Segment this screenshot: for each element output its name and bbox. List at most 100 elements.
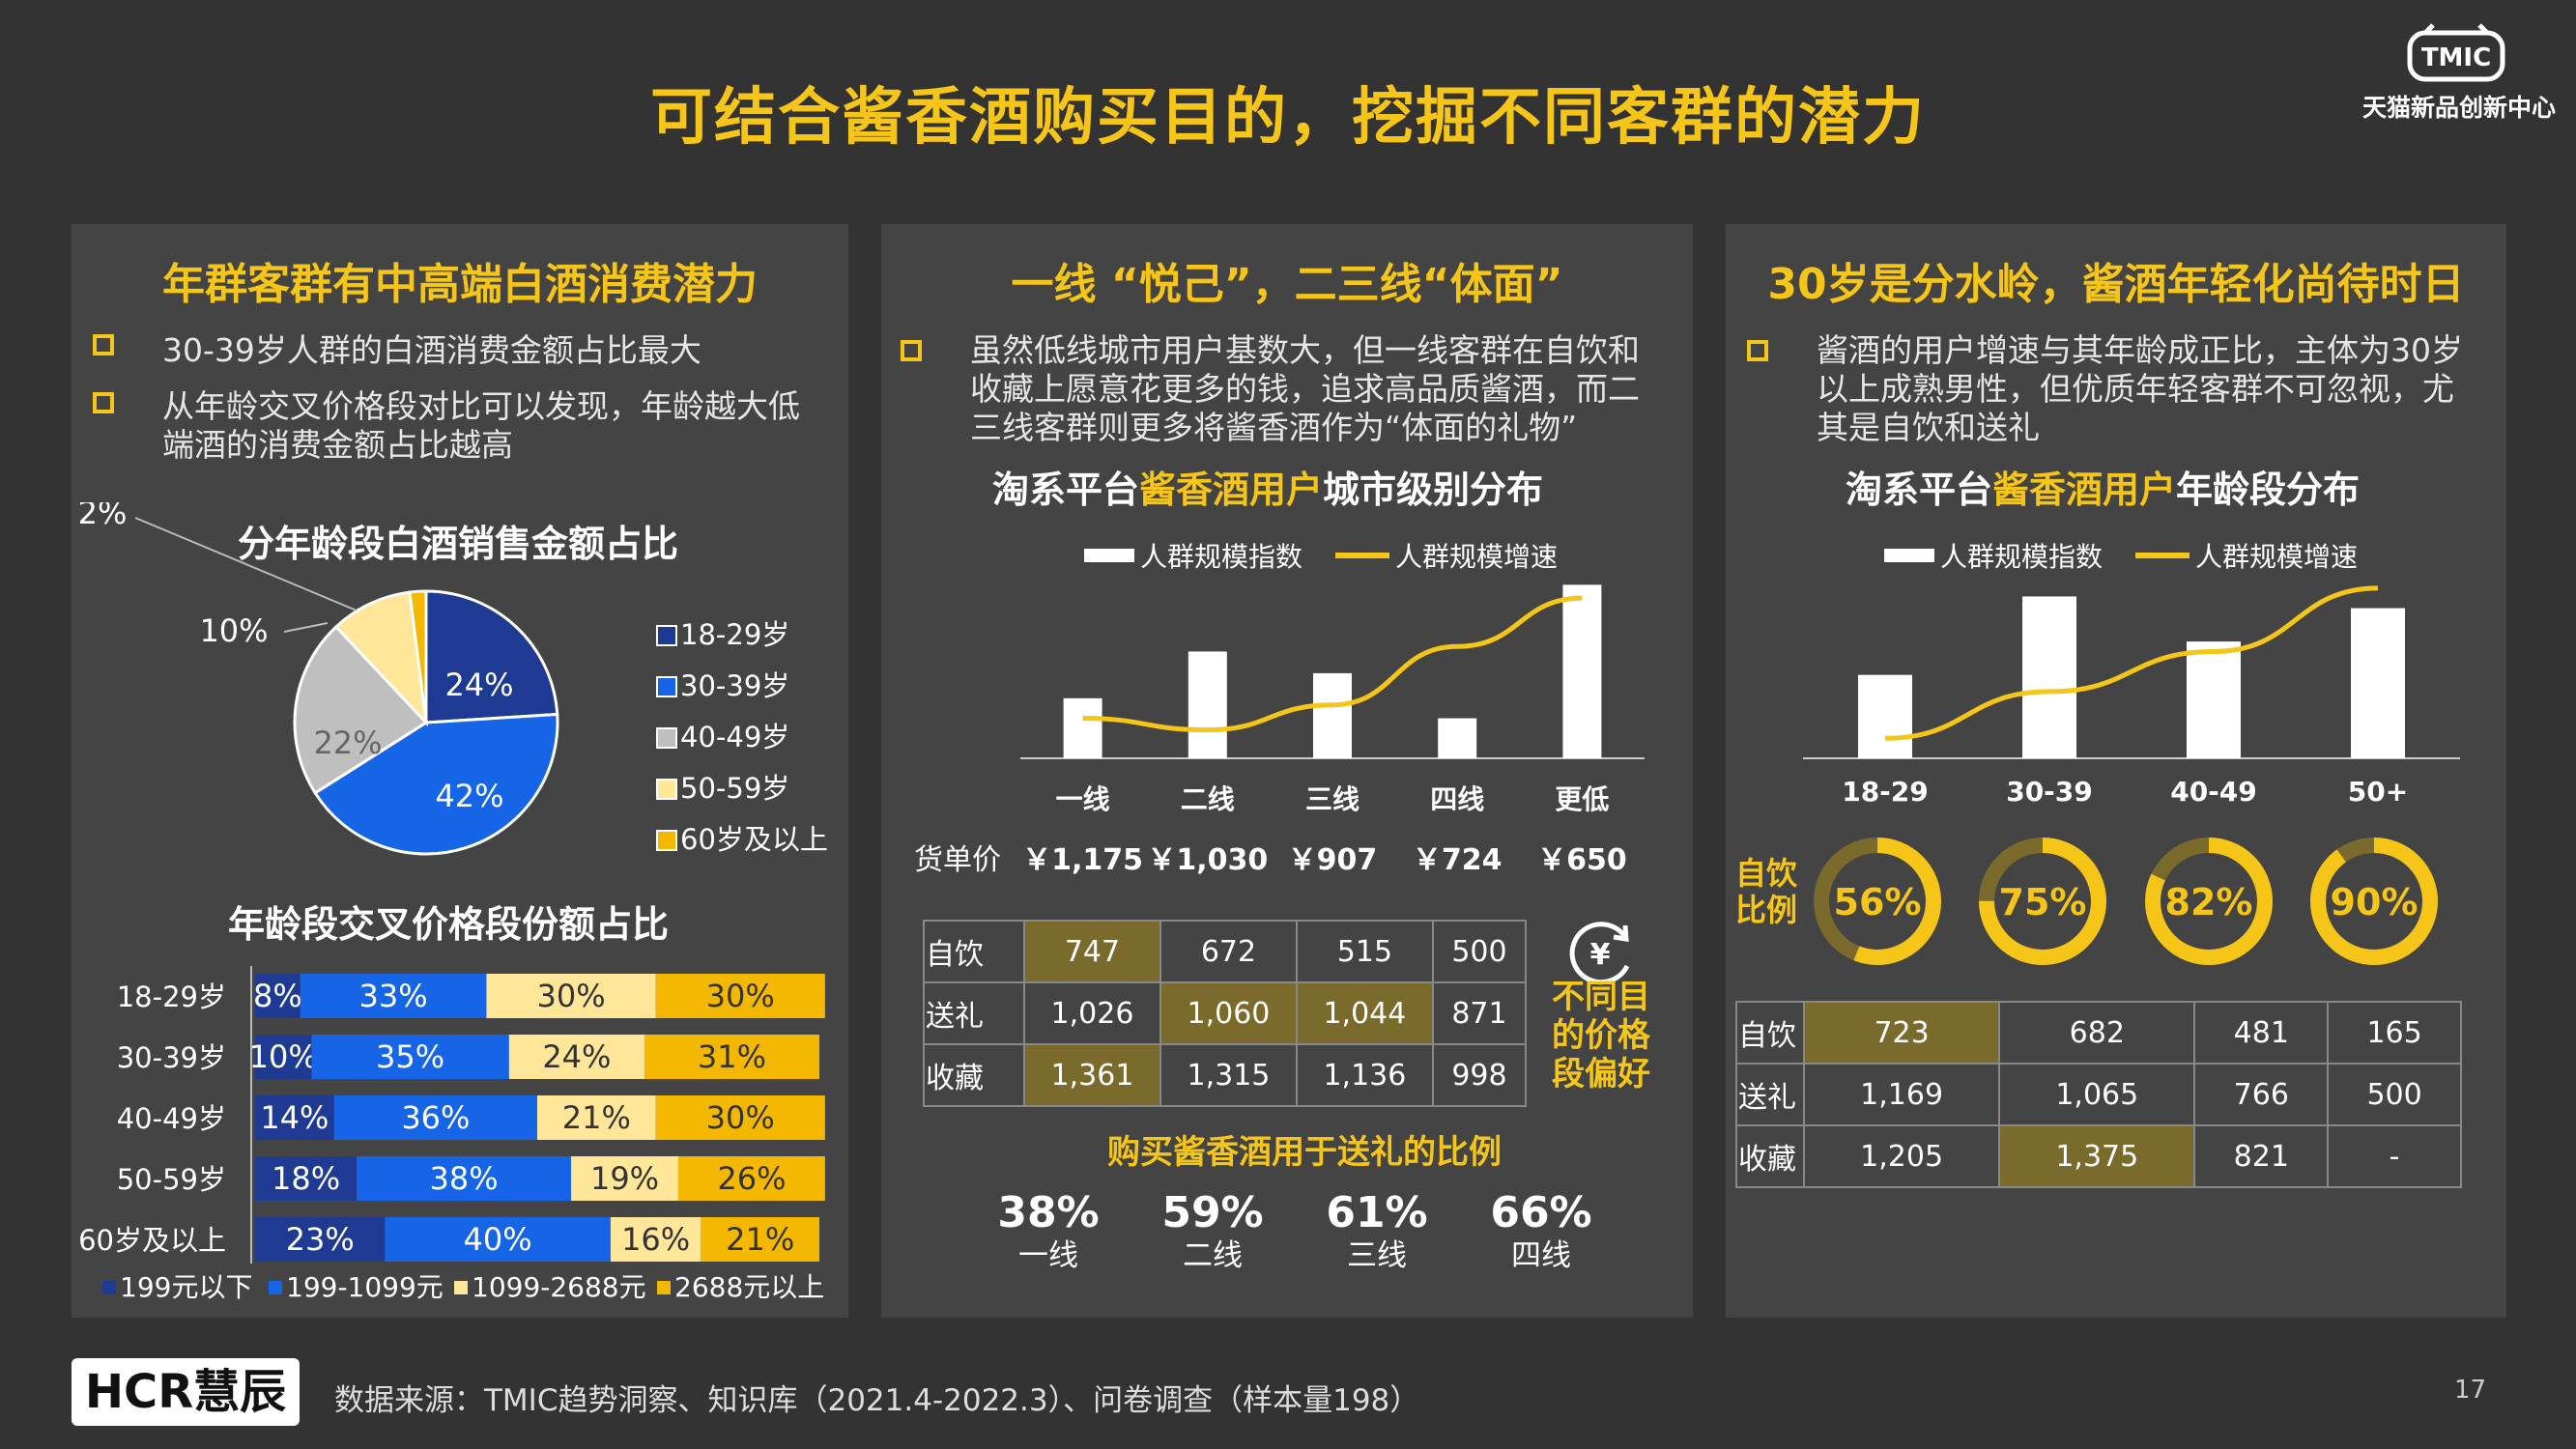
table-row: 收藏 1,361 1,315 1,136 998 bbox=[923, 1043, 1528, 1107]
ring-label: 90% bbox=[2331, 881, 2419, 923]
legend-swatch bbox=[102, 1281, 116, 1294]
pie-slice bbox=[293, 624, 429, 795]
bar-label: 35% bbox=[376, 1038, 444, 1075]
bar-segment bbox=[508, 1035, 644, 1079]
pie-label: 24% bbox=[444, 667, 513, 703]
price-label: 货单价 bbox=[914, 843, 1001, 877]
table-cell: 1,169 bbox=[1802, 1063, 2001, 1126]
row-header: 收藏 bbox=[1735, 1124, 1805, 1188]
ring-label: 75% bbox=[1999, 881, 2087, 923]
bar-label: 19% bbox=[590, 1160, 659, 1197]
page-number: 17 bbox=[2454, 1376, 2487, 1405]
table-cell: 165 bbox=[2327, 1001, 2462, 1065]
bullet-icon bbox=[93, 334, 114, 359]
yen-cycle-icon: ¥ bbox=[1567, 916, 1641, 989]
category-label: 一线 bbox=[1056, 783, 1110, 815]
bar bbox=[1063, 697, 1102, 758]
pie-slice bbox=[408, 589, 428, 724]
bar-segment bbox=[255, 1035, 312, 1079]
table-cell: 1,065 bbox=[1998, 1063, 2196, 1126]
pie-slice bbox=[333, 590, 429, 727]
table-row: 送礼 1,169 1,065 766 500 bbox=[1735, 1063, 2462, 1126]
table-cell: 1,060 bbox=[1159, 981, 1298, 1045]
table-row: 自饮 747 672 515 500 bbox=[923, 920, 1528, 983]
category-label: 40-49岁 bbox=[117, 1102, 226, 1135]
city-tier-title: 淘系平台酱香酒用户城市级别分布 bbox=[992, 469, 1543, 511]
bar-label: 24% bbox=[542, 1038, 611, 1075]
legend-label: 199-1099元 bbox=[286, 1271, 444, 1303]
category-label: 四线 bbox=[1430, 783, 1484, 815]
category-label: 50+ bbox=[2348, 776, 2408, 808]
ring-label: 56% bbox=[1834, 881, 1922, 923]
age-dist-chart: 淘系平台酱香酒用户年龄段分布 人群规模指数 人群规模增速 18-29 30-39 40… bbox=[1803, 469, 2460, 808]
panel1-title: 年群客群有中高端白酒消费潜力 bbox=[162, 260, 758, 309]
table-cell: 1,315 bbox=[1159, 1043, 1298, 1107]
category-label: 二线 bbox=[1181, 783, 1235, 815]
legend-label: 人群规模指数 bbox=[1140, 541, 1302, 573]
ring-progress bbox=[1814, 838, 1941, 965]
legend-label: 2688元以上 bbox=[674, 1271, 824, 1303]
category-label: 更低 bbox=[1555, 783, 1609, 815]
price-value: ￥1,175 bbox=[1022, 843, 1143, 877]
stacked-bar-chart: 年龄段交叉价格段份额占比 18-29岁 8% 33% 30% 30% 30-39岁 10% 3… bbox=[78, 903, 825, 1303]
row-header: 自饮 bbox=[1735, 1001, 1805, 1065]
bar-label: 30% bbox=[706, 1099, 775, 1136]
row-header: 送礼 bbox=[923, 981, 1025, 1045]
source-note: 数据来源：TMIC趋势洞察、知识库（2021.4-2022.3）、问卷调查（样本… bbox=[334, 1383, 1420, 1418]
pie-title: 分年龄段白酒销售金额占比 bbox=[238, 523, 678, 565]
bullet-icon bbox=[901, 340, 922, 365]
ratio-tier: 一线 bbox=[1018, 1238, 1078, 1273]
bar-segment bbox=[486, 974, 656, 1018]
price-value: ￥650 bbox=[1537, 843, 1627, 877]
legend-label: 人群规模增速 bbox=[1395, 541, 1558, 573]
bar-segment bbox=[255, 1156, 358, 1201]
table-cell: 1,375 bbox=[1998, 1124, 2196, 1188]
category-label: 30-39岁 bbox=[117, 1041, 226, 1074]
leader-line bbox=[134, 517, 358, 611]
bar-segment bbox=[537, 1095, 656, 1140]
bar-segment bbox=[255, 1095, 334, 1140]
price-value: ￥1,030 bbox=[1147, 843, 1268, 877]
bar-label: 38% bbox=[430, 1160, 499, 1197]
table-cell: 821 bbox=[2193, 1124, 2330, 1188]
legend-label: 1099-2688元 bbox=[472, 1271, 646, 1303]
bar bbox=[2022, 596, 2076, 758]
pie-slice bbox=[424, 589, 559, 724]
table-cell: 1,136 bbox=[1295, 1043, 1434, 1107]
ratio-tier: 三线 bbox=[1347, 1238, 1407, 1273]
ring-progress bbox=[1979, 838, 2106, 965]
legend-label: 18-29岁 bbox=[680, 618, 789, 651]
bar-label: 8% bbox=[253, 978, 302, 1014]
bar bbox=[1313, 672, 1352, 758]
bar-label: 30% bbox=[706, 978, 775, 1014]
bar-label: 26% bbox=[717, 1160, 786, 1197]
legend-swatch bbox=[656, 625, 677, 646]
age-dist-title: 淘系平台酱香酒用户年龄段分布 bbox=[1846, 469, 2360, 511]
legend-swatch bbox=[656, 779, 677, 800]
bar-label: 40% bbox=[464, 1221, 532, 1258]
table-cell: 1,361 bbox=[1023, 1043, 1161, 1107]
city-tier-chart: 淘系平台酱香酒用户城市级别分布 人群规模指数 人群规模增速 一线 二线 三线 四线 更低货… bbox=[914, 469, 1645, 877]
bar-segment bbox=[385, 1217, 611, 1262]
bar-label: 33% bbox=[359, 978, 428, 1014]
panel1-bullet-2: 从年龄交叉价格段对比可以发现，年龄越大低端酒的消费金额占比越高 bbox=[162, 387, 800, 464]
legend-label: 人群规模指数 bbox=[1940, 541, 2103, 573]
pie-label: 22% bbox=[313, 724, 382, 761]
ratio-tier: 四线 bbox=[1511, 1238, 1571, 1273]
panel1-bullet-1: 30-39岁人群的白酒消费金额占比最大 bbox=[162, 331, 701, 369]
table-cell: 515 bbox=[1295, 920, 1434, 983]
table-cell: 500 bbox=[1431, 920, 1528, 983]
table-cell: 998 bbox=[1431, 1043, 1528, 1107]
growth-line bbox=[1082, 595, 1583, 733]
legend-label: 40-49岁 bbox=[680, 721, 789, 753]
bar-label: 16% bbox=[621, 1221, 690, 1258]
bar-segment bbox=[255, 974, 301, 1018]
category-label: 50-59岁 bbox=[117, 1163, 226, 1196]
bar-label: 21% bbox=[562, 1099, 631, 1136]
category-label: 40-49 bbox=[2170, 776, 2257, 808]
ratio-value: 61% bbox=[1326, 1188, 1427, 1237]
category-label: 60岁及以上 bbox=[78, 1224, 226, 1257]
brand-name: 天猫新品创新中心 bbox=[2361, 94, 2556, 122]
bar bbox=[1188, 651, 1227, 758]
bar bbox=[1562, 584, 1602, 758]
